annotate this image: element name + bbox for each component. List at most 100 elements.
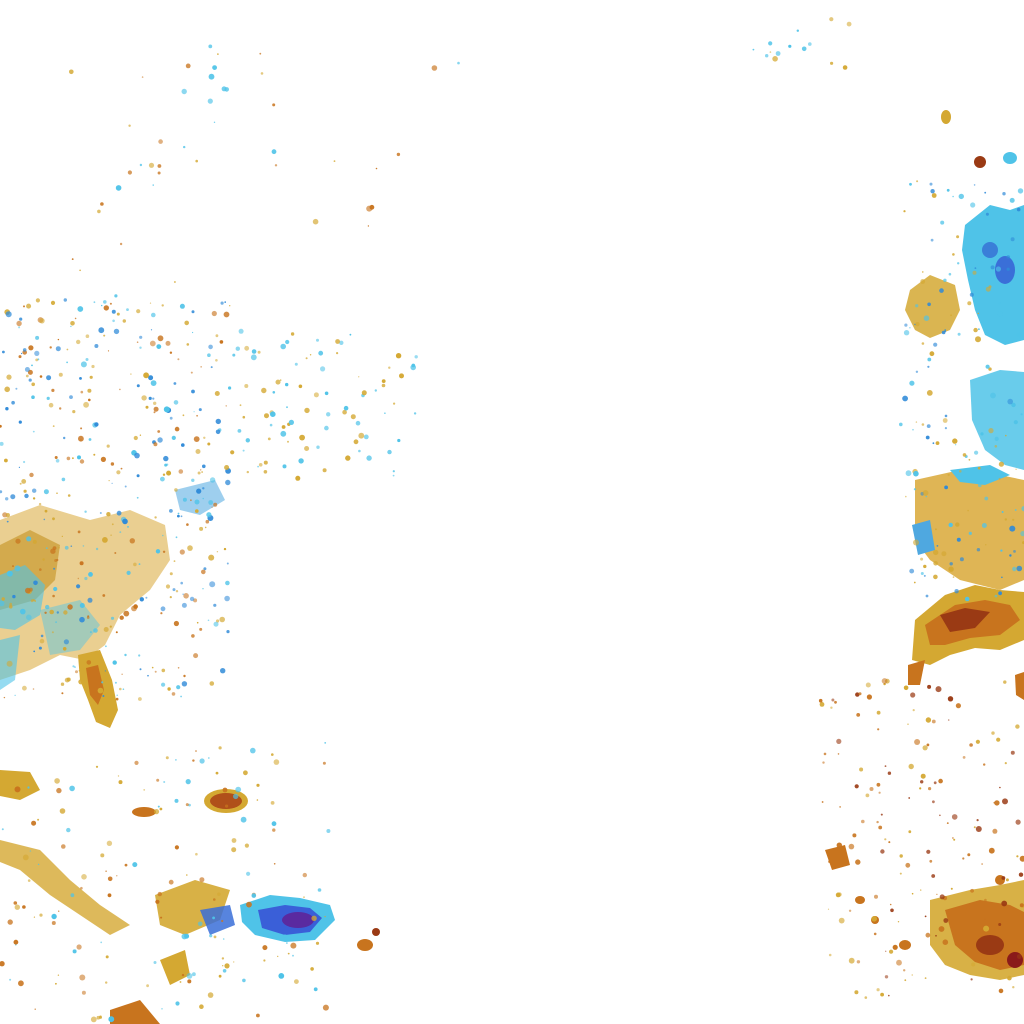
- speckle-dot: [212, 916, 216, 920]
- speckle-dot: [20, 608, 26, 615]
- speckle-dot: [287, 952, 290, 955]
- speckle-dot: [938, 926, 945, 932]
- speckle-dot: [177, 514, 180, 518]
- speckle-dot: [290, 942, 297, 949]
- speckle-dot: [952, 195, 954, 198]
- speckle-dot: [104, 670, 107, 672]
- speckle-dot: [14, 904, 20, 910]
- speckle-dot: [128, 124, 131, 127]
- speckle-dot: [67, 494, 71, 497]
- speckle-dot: [410, 364, 417, 371]
- speckle-dot: [326, 829, 331, 833]
- speckle-dot: [910, 692, 916, 698]
- speckle-dot: [225, 580, 230, 586]
- speckle-dot: [927, 684, 932, 689]
- speckle-dot: [279, 379, 282, 382]
- speckle-dot: [208, 554, 215, 561]
- speckle-dot: [9, 602, 12, 606]
- speckle-dot: [890, 908, 894, 913]
- speckle-dot: [913, 581, 916, 584]
- speckle-dot: [159, 807, 163, 811]
- speckle-dot: [136, 474, 140, 478]
- speckle-dot: [175, 759, 177, 761]
- speckle-dot: [905, 862, 911, 868]
- speckle-dot: [888, 841, 891, 844]
- speckle-dot: [993, 801, 995, 804]
- speckle-dot: [198, 408, 202, 412]
- speckle-dot: [191, 634, 195, 638]
- speckle-dot: [12, 594, 16, 599]
- speckle-dot: [413, 412, 417, 415]
- speckle-dot: [186, 523, 189, 526]
- speckle-dot: [27, 879, 31, 882]
- speckle-dot: [23, 460, 26, 464]
- speckle-dot: [931, 719, 936, 724]
- speckle-dot: [139, 346, 142, 349]
- speckle-dot: [994, 594, 998, 598]
- speckle-dot: [223, 547, 227, 551]
- speckle-dot: [943, 278, 947, 282]
- speckle-dot: [63, 610, 68, 615]
- speckle-dot: [52, 594, 55, 598]
- speckle-dot: [324, 915, 326, 918]
- speckle-dot: [181, 88, 187, 95]
- speckle-dot: [34, 350, 40, 356]
- speckle-dot: [38, 502, 42, 506]
- speckle-dot: [336, 352, 339, 355]
- speckle-dot: [941, 551, 947, 557]
- speckle-dot: [392, 474, 395, 477]
- speckle-dot: [948, 272, 952, 276]
- speckle-dot: [110, 462, 115, 466]
- speckle-dot: [134, 452, 140, 459]
- speckle-dot: [60, 682, 65, 686]
- speckle-dot: [217, 892, 221, 896]
- speckle-dot: [199, 1004, 204, 1009]
- speckle-dot: [186, 973, 193, 979]
- speckle-dot: [889, 949, 894, 954]
- speckle-dot: [855, 692, 860, 697]
- speckle-dot: [908, 797, 911, 799]
- speckle-dot: [363, 434, 369, 440]
- speckle-dot: [944, 329, 946, 331]
- speckle-dot: [854, 784, 859, 789]
- speckle-dot: [169, 572, 173, 576]
- speckle-dot: [941, 330, 946, 335]
- speckle-dot: [309, 354, 312, 356]
- speckle-dot: [920, 572, 924, 575]
- speckle-dot: [118, 780, 123, 785]
- speckle-dot: [39, 375, 43, 378]
- speckle-dot: [957, 262, 960, 265]
- speckle-dot: [29, 472, 34, 478]
- speckle-dot: [984, 191, 987, 194]
- speckle-dot: [880, 813, 883, 816]
- speckle-dot: [303, 896, 305, 899]
- speckle-dot: [213, 121, 216, 124]
- speckle-dot: [271, 753, 274, 756]
- speckle-dot: [103, 334, 106, 337]
- speckle-dot: [148, 375, 154, 381]
- speckle-dot: [168, 879, 174, 885]
- speckle-dot: [107, 893, 112, 898]
- speckle-dot: [4, 386, 10, 393]
- speckle-dot: [280, 343, 287, 350]
- speckle-dot: [887, 771, 892, 775]
- speckle-dot: [53, 567, 56, 570]
- speckle-dot: [925, 717, 932, 723]
- speckle-dot: [1013, 420, 1018, 425]
- speckle-dot: [358, 449, 361, 453]
- speckle-dot: [105, 870, 107, 872]
- speckle-dot: [194, 499, 200, 505]
- speckle-dot: [994, 436, 999, 441]
- speckle-dot: [1011, 402, 1016, 408]
- speckle-dot: [305, 357, 308, 360]
- speckle-dot: [313, 392, 319, 398]
- speckle-dot: [933, 781, 937, 785]
- speckle-dot: [184, 320, 189, 326]
- british-isles-region: [905, 110, 1024, 345]
- speckle-dot: [39, 318, 45, 324]
- speckle-dot: [124, 485, 127, 488]
- speckle-dot: [39, 638, 45, 644]
- speckle-dot: [115, 697, 119, 701]
- speckle-dot: [926, 390, 933, 396]
